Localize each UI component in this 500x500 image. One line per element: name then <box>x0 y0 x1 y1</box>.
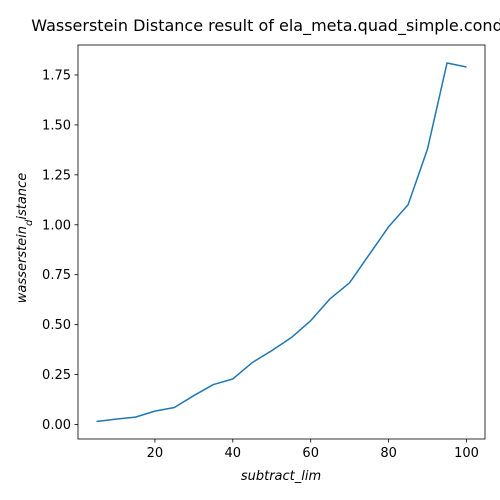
y-axis-label-rest: istance <box>15 173 30 220</box>
y-tick-label: 1.50 <box>42 118 71 133</box>
series-line-0 <box>96 62 467 423</box>
x-tick-label: 100 <box>454 446 479 461</box>
chart-title: Wasserstein Distance result of ela_meta.… <box>31 16 500 36</box>
plot-area: 20 40 60 80 100 0.00 0.25 0.50 0.75 1.00 1.25 1.50 1… <box>42 44 486 461</box>
x-tick-label: 60 <box>302 446 319 461</box>
y-tick-label: 0.50 <box>42 318 71 333</box>
y-axis-label: wassersteindistance <box>15 173 35 303</box>
y-tick-label: 1.00 <box>42 218 71 233</box>
x-tick-label: 80 <box>380 446 397 461</box>
y-tick-label: 1.75 <box>42 68 71 83</box>
x-tick-label: 40 <box>225 446 242 461</box>
y-tick-label: 1.25 <box>42 168 71 183</box>
axes-frame <box>77 44 486 440</box>
y-tick-label: 0.25 <box>42 368 71 383</box>
x-axis-label: subtract_lim <box>241 469 321 484</box>
y-axis-label-main: wasserstein <box>15 226 30 303</box>
y-tick-label: 0.75 <box>42 268 71 283</box>
x-tick-label: 20 <box>147 446 164 461</box>
y-axis-label-sub: d <box>24 219 35 226</box>
y-tick-label: 0.00 <box>42 418 71 433</box>
